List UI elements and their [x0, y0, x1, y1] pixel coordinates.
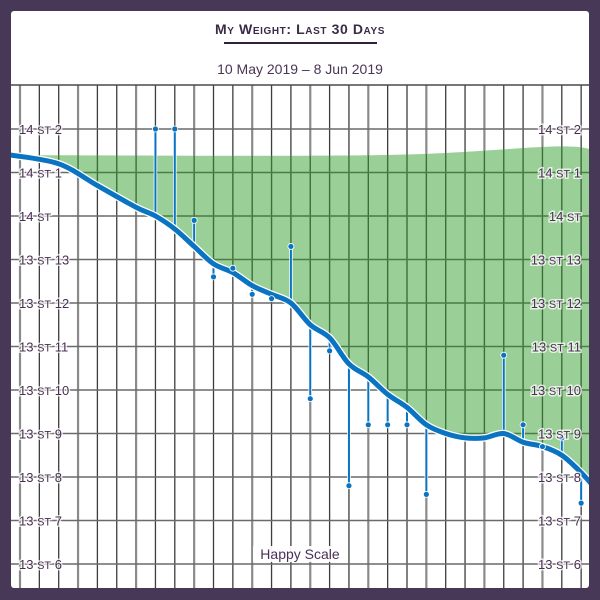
title-underline — [224, 42, 377, 44]
y-tick-label: 14 ST 1 — [19, 166, 62, 181]
y-tick-label: 13 ST 13 — [531, 253, 581, 268]
weigh-in-point — [384, 421, 392, 429]
weigh-in-point — [403, 421, 411, 429]
y-tick-label: 14 ST — [549, 209, 581, 224]
y-axis-right: 14 ST 2 14 ST 1 14 ST 13 ST 13 13 ST 12 13 ST… — [529, 121, 582, 574]
y-tick-label: 13 ST 12 — [531, 296, 581, 311]
y-tick-label: 14 ST 1 — [538, 166, 581, 181]
y-tick-label: 13 ST 7 — [19, 514, 62, 529]
y-tick-label: 13 ST 8 — [538, 470, 581, 485]
y-tick-label: 13 ST 9 — [19, 427, 62, 442]
weigh-in-point — [190, 216, 198, 224]
weigh-in-point — [577, 499, 585, 507]
weigh-in-point — [539, 443, 546, 450]
weigh-in-point — [210, 273, 217, 281]
y-tick-label: 13 ST 13 — [19, 253, 69, 268]
weigh-in-point — [306, 395, 314, 403]
y-tick-label: 13 ST 11 — [19, 340, 68, 355]
weigh-in-point — [287, 243, 295, 250]
weigh-in-point — [500, 351, 508, 359]
weigh-in-points — [152, 125, 585, 507]
y-tick-label: 13 ST 6 — [19, 557, 62, 572]
weigh-in-stems — [153, 129, 583, 504]
y-tick-label: 13 ST 9 — [538, 427, 581, 442]
y-tick-label: 13 ST 12 — [19, 296, 69, 311]
y-tick-label: 14 ST — [19, 209, 51, 224]
weigh-in-point — [248, 290, 256, 298]
y-tick-label: 13 ST 6 — [538, 557, 581, 572]
trend-line — [11, 152, 589, 485]
weight-chart: 14 ST 2 14 ST 1 14 ST 13 ST 13 13 ST 12 13 ST… — [11, 84, 589, 588]
weigh-in-point — [558, 434, 566, 442]
weigh-in-point — [268, 295, 275, 303]
chart-panel: My Weight: Last 30 Days 10 May 2019 – 8 … — [11, 11, 589, 588]
weigh-in-point — [326, 347, 334, 355]
goal-band — [11, 146, 589, 482]
date-range: 10 May 2019 – 8 Jun 2019 — [217, 61, 383, 77]
y-axis-left: 14 ST 2 14 ST 1 14 ST 13 ST 13 13 ST 12 13 ST… — [18, 121, 71, 574]
weigh-in-point — [171, 125, 179, 133]
weigh-in-point — [229, 264, 237, 272]
y-tick-label: 14 ST 2 — [19, 122, 62, 137]
chart-title: My Weight: Last 30 Days — [214, 21, 385, 37]
weigh-in-point — [152, 125, 159, 133]
weigh-in-point — [345, 482, 353, 490]
y-tick-label: 13 ST 11 — [532, 340, 581, 355]
weigh-in-point — [519, 421, 527, 429]
y-tick-label: 13 ST 8 — [19, 470, 62, 485]
y-tick-label: 13 ST 10 — [531, 383, 581, 398]
weigh-in-point — [364, 421, 372, 429]
brand-label: Happy Scale — [253, 546, 347, 562]
y-tick-label: 13 ST 7 — [538, 514, 581, 529]
y-tick-label: 14 ST 2 — [538, 122, 581, 137]
y-tick-label: 13 ST 10 — [19, 383, 69, 398]
weigh-in-point — [422, 490, 430, 498]
